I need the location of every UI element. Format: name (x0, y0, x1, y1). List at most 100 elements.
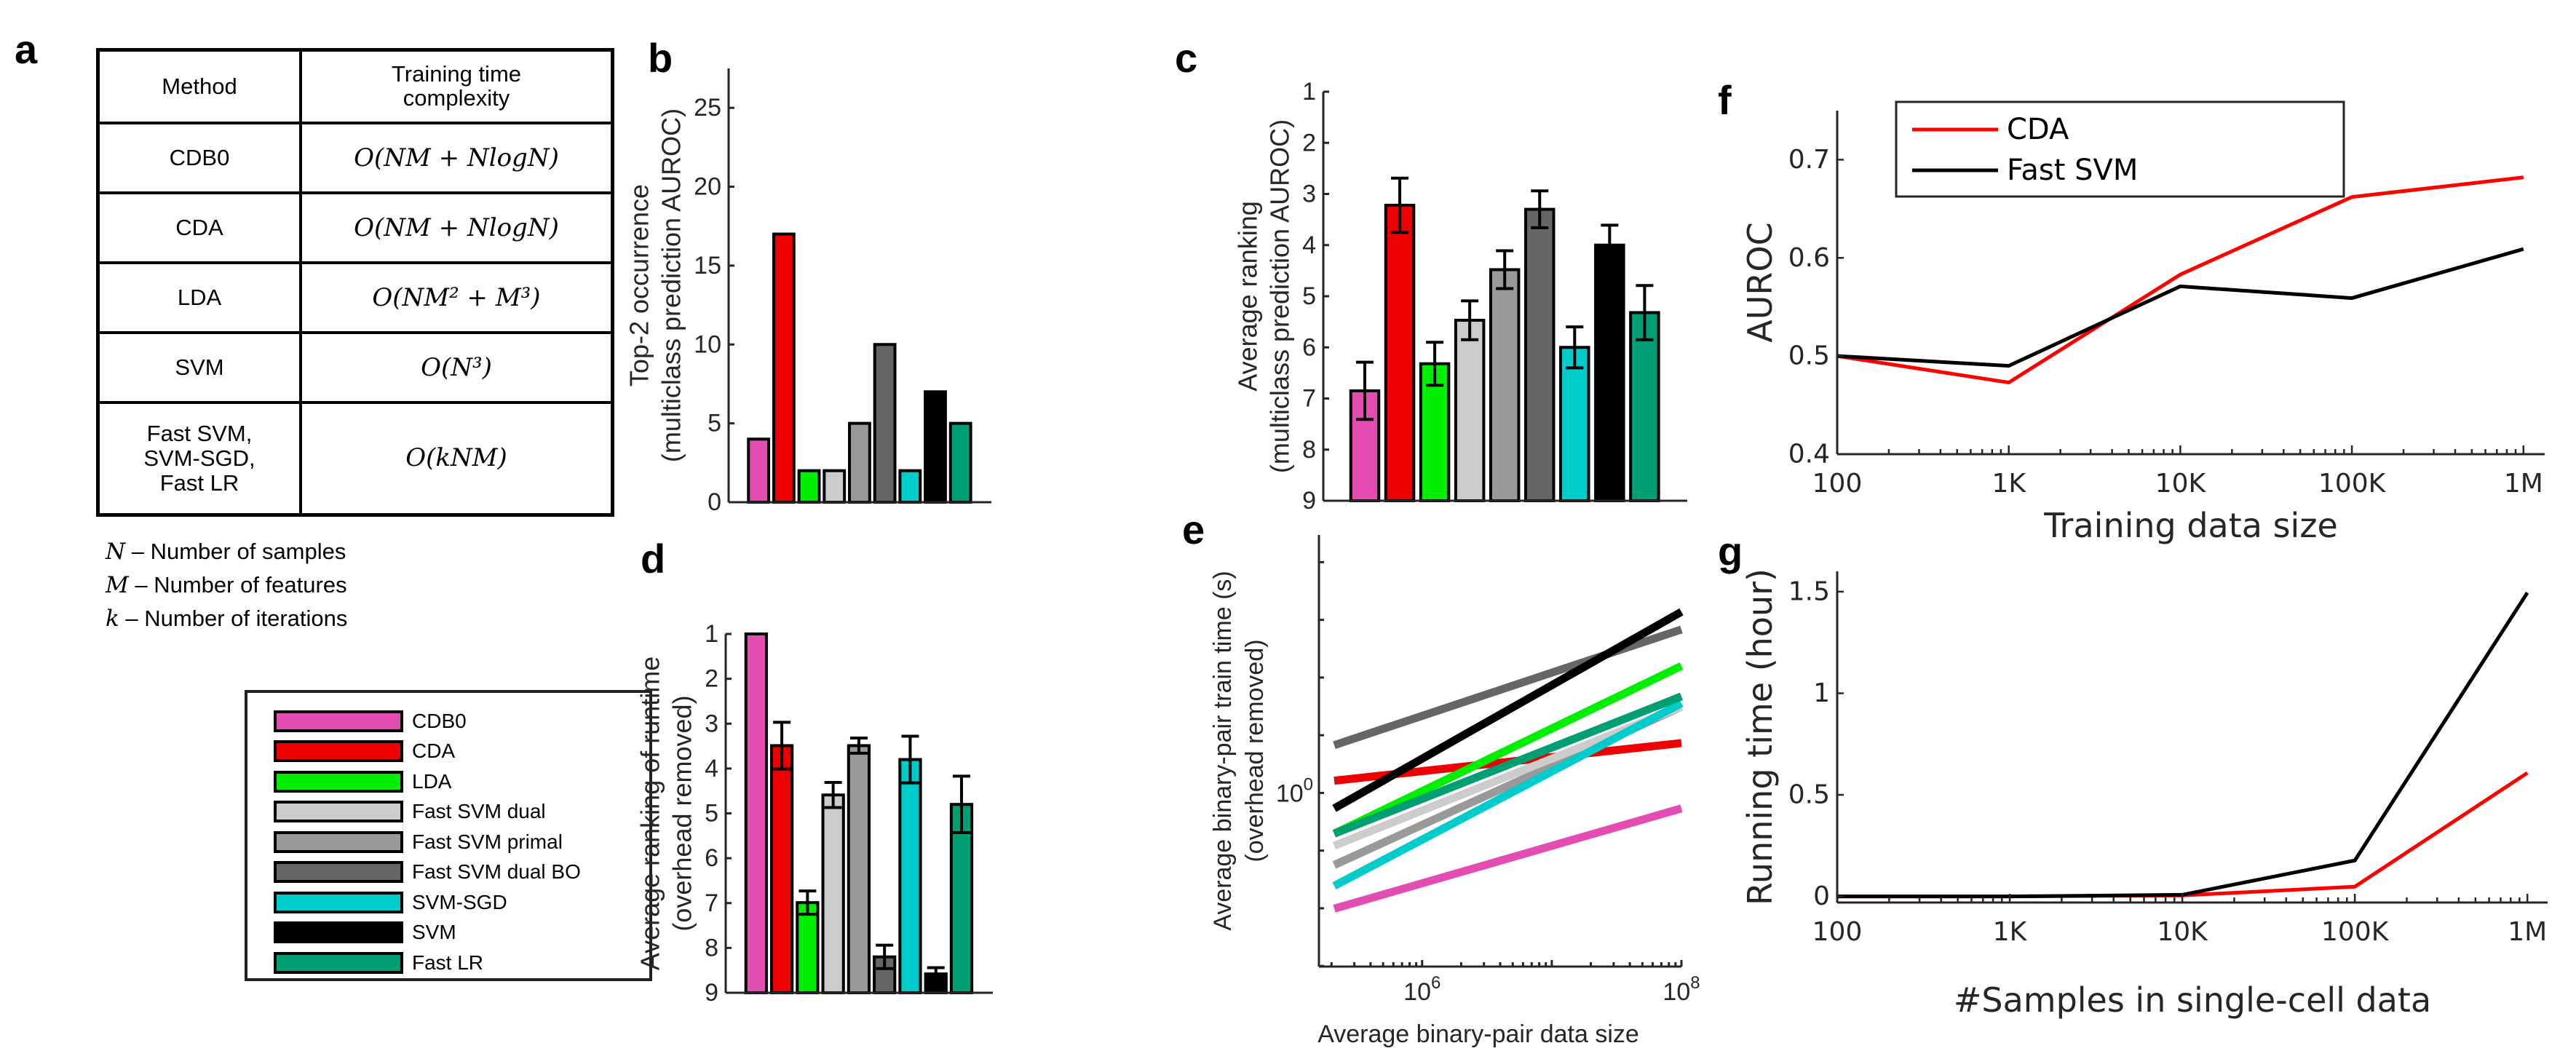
y-tick-label: 20 (694, 173, 721, 201)
line-fast-svm (1837, 591, 2529, 899)
legend-swatch (274, 830, 403, 853)
y-tick-label: 9 (1302, 487, 1316, 515)
tick-exponent: 0 (1304, 774, 1313, 794)
y-axis-label: (overhead removed) (667, 695, 697, 931)
complexity-table: Method Training time complexity CDB0 O(NM… (96, 48, 614, 517)
header-complexity: Training time complexity (299, 48, 614, 124)
bar-cda (769, 744, 794, 995)
legend-item: CDB0 (274, 706, 649, 736)
x-tick-label: 108 (1662, 973, 1700, 1006)
y-tick-label: 1 (705, 620, 718, 648)
bar-svm (1594, 243, 1625, 502)
y-tick-label: 1.5 (1788, 576, 1830, 606)
legend-label: Fast LR (412, 951, 484, 974)
panel-b-bar-chart: 0 5 10 15 20 25 (694, 68, 991, 516)
panel-label-b: b (648, 35, 673, 81)
x-tick-label: 100 (1812, 917, 1863, 947)
line-cda (1836, 175, 2524, 385)
x-tick-label: 100 (1812, 469, 1863, 499)
line-svm-sgd (1332, 699, 1684, 890)
header-complexity-text: Training time complexity (391, 61, 522, 111)
y-tick-label: 8 (1302, 436, 1316, 464)
x-tick-label: 10K (2157, 917, 2208, 947)
y-axis-label: (multiclass prediction AUROC) (1265, 119, 1295, 473)
panel-g-line-chart: 100 1K 10K 100K 1M 0 0.5 1 1.5 #Samples in single… (1788, 571, 2548, 1020)
bar-fast-lr (948, 421, 972, 504)
panel-f-line-chart: 100 1K 10K 100K 1M 0.4 0.5 0.6 0.7 Training data … (1788, 100, 2545, 545)
legend-swatch (274, 740, 403, 762)
header-method: Method (96, 48, 302, 124)
legend-label: CDA (412, 739, 456, 762)
x-axis-label: Training data size (2043, 506, 2338, 545)
bar-cdb0 (744, 632, 768, 994)
y-tick-label: 7 (705, 889, 718, 917)
y-tick-label: 100 (1276, 774, 1313, 807)
y-axis-label: Average ranking (1233, 201, 1263, 392)
x-tick-label: 1M (2508, 917, 2547, 947)
y-tick-label: 0.6 (1788, 243, 1830, 273)
complexity-cell: O(N³) (299, 331, 614, 404)
x-tick-label: 1K (1992, 469, 2026, 499)
legend-swatch (274, 861, 403, 883)
method-cell: CDB0 (96, 122, 302, 194)
bar-fast-svm-primal (848, 421, 871, 504)
legend-item: SVM (274, 918, 649, 948)
panel-label-a: a (15, 26, 38, 72)
legend-item: LDA (274, 766, 649, 796)
panel-e-line-chart: 106 108 100 Average binary-pair data size (1276, 535, 1700, 1048)
complexity-cell: O(NM² + M³) (299, 261, 614, 334)
table-row: Fast SVM, SVM-SGD, Fast LR O(kNM) (96, 401, 614, 517)
method-cell: CDA (96, 191, 302, 264)
bar-svm (924, 390, 947, 504)
bar-svm-sgd (1559, 346, 1590, 502)
y-tick-label: 6 (1302, 333, 1316, 361)
x-axis-label: #Samples in single-cell data (1954, 980, 2431, 1020)
y-tick-label: 0 (1813, 881, 1830, 911)
legend-swatch (274, 770, 403, 793)
legend-label: CDB0 (412, 709, 467, 732)
bar-cda (772, 232, 796, 504)
table-header-row: Method Training time complexity (96, 48, 614, 124)
legend-item: Fast SVM dual BO (274, 857, 649, 887)
note-text: – Number of features (135, 572, 347, 598)
line-fast-lr (1333, 692, 1684, 838)
bar-fast-svm-dual (1454, 319, 1486, 502)
y-tick-label: 5 (1302, 282, 1316, 310)
y-tick-label: 3 (705, 710, 718, 737)
bar-svm-sgd (898, 758, 922, 995)
y-tick-label: 2 (705, 665, 718, 693)
legend-item: SVM-SGD (274, 887, 649, 917)
x-tick-label: 100K (2321, 917, 2390, 947)
y-tick-label: 0.5 (1788, 341, 1830, 371)
y-axis-label: Running time (hour) (1740, 568, 1780, 905)
y-tick-label: 7 (1302, 385, 1316, 413)
legend-label: SVM-SGD (412, 890, 507, 913)
table-row: CDB0 O(NM + NlogN) (96, 122, 614, 194)
y-tick-label: 0.7 (1788, 145, 1830, 175)
bar-fast-svm-dual (823, 469, 847, 504)
x-axis-label: Average binary-pair data size (1317, 1020, 1639, 1048)
y-tick-label: 0.5 (1788, 780, 1830, 810)
legend-item: CDA (274, 737, 649, 766)
line-svm (1332, 608, 1684, 812)
legend-swatch (274, 921, 403, 943)
tick-base: 10 (1276, 780, 1304, 807)
line-lda (1332, 662, 1684, 838)
y-axis-label: Top-2 occurrence (625, 184, 654, 386)
y-axis-label: (multiclass prediction AUROC) (657, 108, 686, 462)
note-line: k – Number of iterations (106, 602, 347, 635)
y-tick-label: 5 (705, 800, 718, 828)
y-tick-label: 2 (1302, 129, 1316, 156)
note-line: N – Number of samples (106, 535, 347, 568)
note-text: – Number of samples (131, 539, 346, 564)
bar-lda (796, 901, 820, 995)
complexity-cell: O(kNM) (299, 401, 614, 517)
x-tick-label: 106 (1403, 973, 1440, 1006)
bar-fast-lr (949, 803, 974, 995)
complexity-cell: O(NM + NlogN) (299, 191, 614, 264)
legend-label: CDA (2007, 113, 2069, 146)
y-tick-label: 9 (705, 979, 718, 1007)
legend-label: Fast SVM (2007, 154, 2138, 187)
